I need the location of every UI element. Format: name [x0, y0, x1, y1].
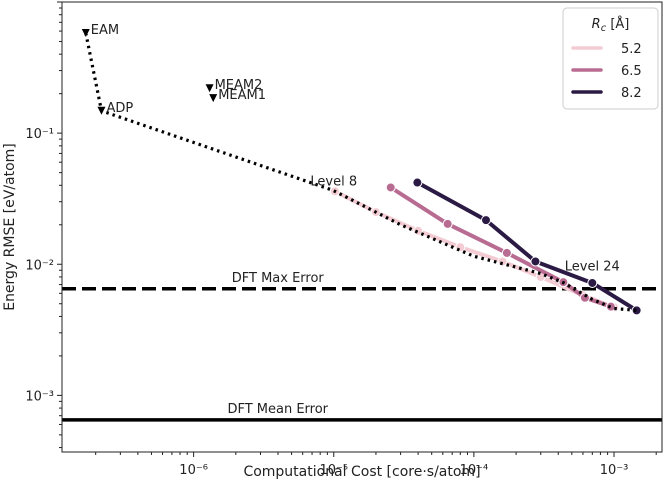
- y-tick-label-0: 10⁻³: [25, 389, 54, 404]
- series-point-6.5-4: [579, 292, 590, 303]
- legend-layer: Rc [Å] 5.2 6.5 8.2: [562, 7, 659, 110]
- series-point-8.2-4: [631, 305, 642, 316]
- series-point-5.2-4: [497, 256, 508, 267]
- y-axis-title: Energy RMSE [eV/atom]: [2, 143, 18, 311]
- potential-label-meam1: MEAM1: [218, 88, 266, 103]
- data-layer: [62, 29, 662, 422]
- legend-title: Rc [Å]: [592, 16, 630, 34]
- y-tick-label-1: 10⁻²: [25, 258, 54, 273]
- series-point-8.2-0: [412, 177, 423, 188]
- potential-label-adp: ADP: [106, 101, 133, 116]
- plot-frame: [61, 1, 663, 453]
- x-tick-label-0: 10⁻⁶: [179, 463, 208, 478]
- y-tick-label-2: 10⁻¹: [25, 127, 54, 142]
- series-point-6.5-0: [385, 182, 396, 193]
- potential-label-eam: EAM: [91, 23, 119, 38]
- series-point-6.5-1: [442, 218, 453, 229]
- legend-box: [562, 7, 659, 110]
- x-tick-label-3: 10⁻³: [600, 463, 629, 478]
- potential-marker-adp: [97, 106, 106, 115]
- series-point-8.2-3: [587, 277, 598, 288]
- potential-marker-meam2: [205, 84, 214, 93]
- legend-label-6.5: 6.5: [621, 64, 642, 79]
- x-tick-label-2: 10⁻⁴: [460, 463, 489, 478]
- series-point-8.2-1: [480, 215, 491, 226]
- series-point-6.5-2: [501, 247, 512, 258]
- series-point-8.2-2: [530, 256, 541, 267]
- text-layer: DFT Max Error DFT Mean Error EAM ADP MEAM2ME…: [2, 23, 628, 480]
- x-axis-title: Computational Cost [core·s/atom]: [243, 464, 480, 480]
- reference-label-0: DFT Max Error: [232, 271, 325, 286]
- reference-label-1: DFT Mean Error: [227, 402, 328, 417]
- annotation-1: Level 24: [565, 259, 620, 274]
- potential-label-meam2: MEAM2: [215, 78, 263, 93]
- annotation-0: Level 8: [310, 174, 357, 189]
- potential-marker-meam1: [209, 94, 218, 103]
- series-point-6.5-5: [605, 301, 616, 312]
- x-tick-label-1: 10⁻⁵: [319, 463, 348, 478]
- legend-label-8.2: 8.2: [621, 86, 642, 101]
- legend-label-5.2: 5.2: [621, 42, 642, 57]
- series-line-8.2: [415, 180, 639, 313]
- potential-marker-eam: [81, 29, 90, 38]
- axes-frame-layer: [57, 1, 663, 457]
- pareto-front-line: [84, 32, 637, 312]
